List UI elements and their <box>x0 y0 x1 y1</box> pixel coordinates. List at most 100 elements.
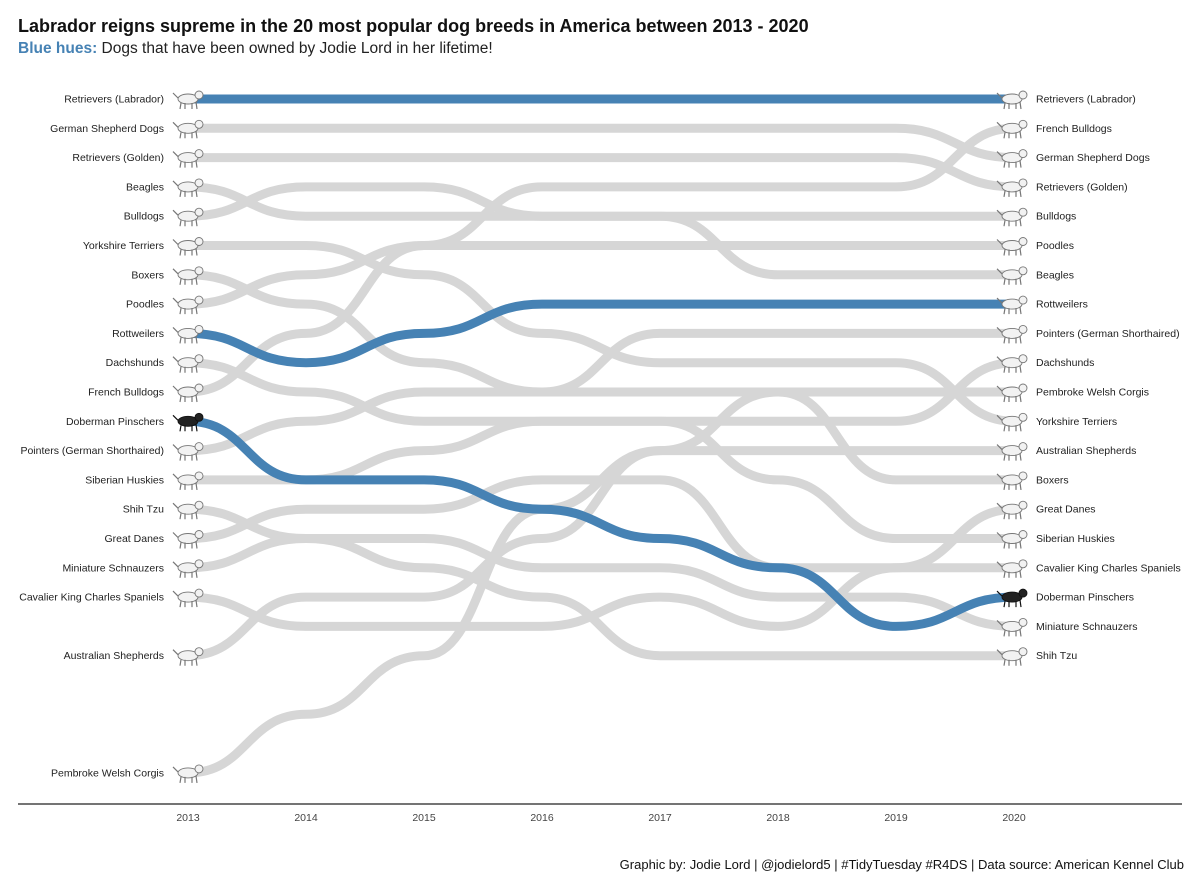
dog-icon-right-french-bulldogs <box>996 119 1028 139</box>
label-right-bulldogs: Bulldogs <box>1036 211 1076 223</box>
dog-icon-right-boxers <box>996 471 1028 490</box>
dog-icon-left-boxers <box>172 266 204 285</box>
label-left-pembroke-welsh-corgis: Pembroke Welsh Corgis <box>51 767 164 779</box>
dog-icon-left-pointers-german-shorthaired <box>172 442 204 461</box>
label-right-boxers: Boxers <box>1036 474 1069 486</box>
series-line-pointers-german-shorthaired <box>187 328 1014 456</box>
dog-icon-right-german-shepherd-dogs <box>996 149 1028 168</box>
series-line-german-shepherd-dogs <box>188 123 1015 163</box>
label-left-bulldogs: Bulldogs <box>124 211 164 223</box>
label-left-beagles: Beagles <box>126 181 164 193</box>
dog-icon-right-great-danes <box>996 500 1028 520</box>
x-tick-label-2020: 2020 <box>1002 812 1026 824</box>
dog-icon-left-pembroke-welsh-corgis <box>172 764 204 783</box>
label-right-yorkshire-terriers: Yorkshire Terriers <box>1036 416 1117 428</box>
series-line-doberman-pinschers <box>187 416 1015 631</box>
series-line-retrievers-golden <box>188 153 1015 192</box>
dog-icon-right-yorkshire-terriers <box>996 412 1028 432</box>
series-line-cavalier-king-charles-spaniels <box>187 563 1014 631</box>
subtitle-text: Dogs that have been owned by Jodie Lord … <box>97 40 493 57</box>
label-left-pointers-german-shorthaired: Pointers (German Shorthaired) <box>20 445 164 457</box>
label-left-retrievers-golden: Retrievers (Golden) <box>72 152 164 164</box>
dog-icon-left-bulldogs <box>172 207 204 227</box>
label-left-doberman-pinschers: Doberman Pinschers <box>66 416 164 428</box>
dog-icon-right-pembroke-welsh-corgis <box>996 383 1028 403</box>
dog-icon-right-australian-shepherds <box>996 442 1028 461</box>
label-right-great-danes: Great Danes <box>1036 504 1096 516</box>
dog-icon-right-beagles <box>996 266 1028 285</box>
dog-icon-right-dachshunds <box>996 354 1028 373</box>
label-right-siberian-huskies: Siberian Huskies <box>1036 533 1115 545</box>
dog-icon-left-cavalier-king-charles-spaniels <box>172 588 204 608</box>
label-right-retrievers-labrador: Retrievers (Labrador) <box>1036 94 1136 106</box>
x-tick-label-2014: 2014 <box>294 812 318 824</box>
dog-icon-left-yorkshire-terriers <box>172 237 204 256</box>
dog-icon-left-doberman-pinschers <box>172 412 204 432</box>
x-axis-ticks: 2013 2014 2015 2016 2017 2018 2019 2020 <box>176 812 1026 824</box>
dog-icon-left-german-shepherd-dogs <box>172 119 204 139</box>
dog-icon-left-miniature-schnauzers <box>172 559 204 578</box>
series-line-poodles <box>187 240 1014 309</box>
dog-icon-right-siberian-huskies <box>996 530 1028 549</box>
x-tick-label-2013: 2013 <box>176 812 200 824</box>
label-left-german-shepherd-dogs: German Shepherd Dogs <box>50 123 164 135</box>
left-labels: Retrievers (Labrador) German Shepherd Dog… <box>19 94 164 780</box>
label-left-dachshunds: Dachshunds <box>106 357 164 369</box>
label-left-rottweilers: Rottweilers <box>112 328 164 340</box>
dog-icon-left-great-danes <box>172 530 204 549</box>
dog-icon-right-rottweilers <box>996 295 1028 315</box>
dog-icon-right-pointers-german-shorthaired <box>996 324 1028 344</box>
caption: Graphic by: Jodie Lord | @jodielord5 | #… <box>619 857 1184 872</box>
label-right-australian-shepherds: Australian Shepherds <box>1036 445 1136 457</box>
dog-icon-left-australian-shepherds <box>172 647 204 666</box>
label-right-cavalier-king-charles-spaniels: Cavalier King Charles Spaniels <box>1036 562 1181 574</box>
dog-icon-left-siberian-huskies <box>172 471 204 490</box>
label-right-miniature-schnauzers: Miniature Schnauzers <box>1036 621 1138 633</box>
label-left-australian-shepherds: Australian Shepherds <box>64 650 164 662</box>
x-tick-label-2015: 2015 <box>412 812 436 824</box>
label-left-retrievers-labrador: Retrievers (Labrador) <box>64 94 164 106</box>
series-lines <box>187 94 1015 778</box>
label-right-german-shepherd-dogs: German Shepherd Dogs <box>1036 152 1150 164</box>
dog-icon-left-rottweilers <box>172 324 204 344</box>
series-line-beagles <box>187 182 1014 280</box>
label-right-dachshunds: Dachshunds <box>1036 357 1094 369</box>
series-line-rottweilers <box>187 299 1014 368</box>
subtitle-highlight: Blue hues: <box>18 40 98 57</box>
x-tick-label-2018: 2018 <box>766 812 790 824</box>
dog-icon-left-retrievers-labrador <box>172 90 204 110</box>
series-line-french-bulldogs <box>187 123 1015 397</box>
dog-icon-right-retrievers-labrador <box>996 90 1028 110</box>
label-left-siberian-huskies: Siberian Huskies <box>85 474 164 486</box>
label-left-miniature-schnauzers: Miniature Schnauzers <box>62 562 164 574</box>
chart-subtitle: Blue hues: Dogs that have been owned by … <box>18 40 493 58</box>
dog-icon-left-french-bulldogs <box>172 383 204 403</box>
dog-icon-left-retrievers-golden <box>172 149 204 168</box>
label-left-yorkshire-terriers: Yorkshire Terriers <box>83 240 164 252</box>
dog-icon-left-shih-tzu <box>172 500 204 520</box>
label-right-pembroke-welsh-corgis: Pembroke Welsh Corgis <box>1036 387 1149 399</box>
label-right-doberman-pinschers: Doberman Pinschers <box>1036 592 1134 604</box>
label-left-boxers: Boxers <box>131 269 164 281</box>
series-line-boxers <box>187 270 1014 485</box>
dog-icon-right-shih-tzu <box>996 647 1028 666</box>
x-tick-label-2019: 2019 <box>884 812 908 824</box>
label-right-pointers-german-shorthaired: Pointers (German Shorthaired) <box>1036 328 1180 340</box>
label-left-poodles: Poodles <box>126 299 164 311</box>
label-left-great-danes: Great Danes <box>104 533 164 545</box>
dog-icon-right-bulldogs <box>996 207 1028 227</box>
label-right-shih-tzu: Shih Tzu <box>1036 650 1077 662</box>
dog-icon-right-retrievers-golden <box>996 178 1028 197</box>
dog-icon-left-dachshunds <box>172 354 204 373</box>
dog-icon-right-miniature-schnauzers <box>996 617 1028 637</box>
breed-icons <box>172 90 1028 783</box>
label-right-rottweilers: Rottweilers <box>1036 299 1088 311</box>
right-labels: Retrievers (Labrador) German Shepherd Dog… <box>1036 94 1181 663</box>
dog-icon-right-poodles <box>996 237 1028 256</box>
series-line-pembroke-welsh-corgis <box>187 387 1014 778</box>
series-line-yorkshire-terriers <box>187 240 1015 426</box>
x-tick-label-2016: 2016 <box>530 812 554 824</box>
label-right-french-bulldogs: French Bulldogs <box>1036 123 1112 135</box>
x-tick-label-2017: 2017 <box>648 812 672 824</box>
